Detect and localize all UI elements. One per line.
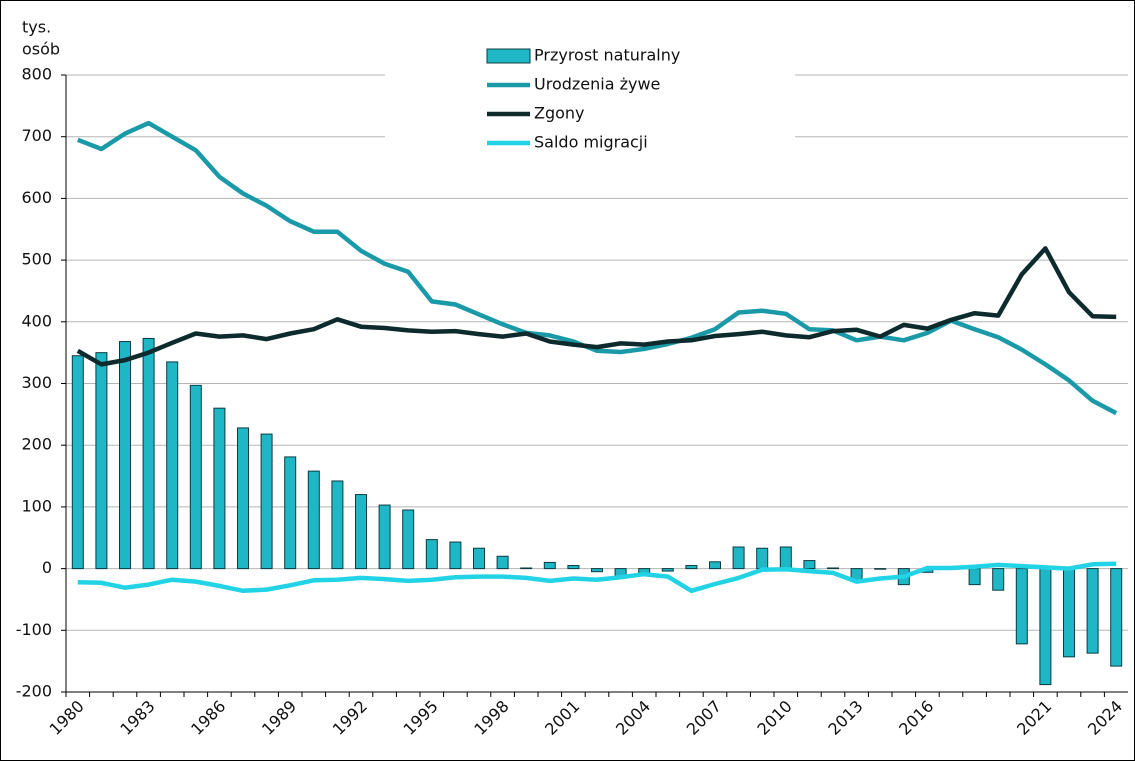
legend-swatch <box>486 48 531 64</box>
y-unit-label: osób <box>22 40 60 59</box>
line <box>77 561 1117 594</box>
bar <box>992 568 1005 591</box>
legend-label: Zgony <box>534 104 585 123</box>
bar <box>874 568 887 570</box>
bar <box>402 509 415 570</box>
bar <box>1039 568 1052 686</box>
bar <box>1063 568 1075 658</box>
y-tick-label: 800 <box>21 65 52 84</box>
bar <box>1086 568 1099 654</box>
bar <box>473 547 485 570</box>
bar <box>119 341 131 570</box>
bar <box>331 480 344 570</box>
line <box>76 246 1117 367</box>
bar <box>827 567 839 570</box>
y-tick-label: 600 <box>21 188 52 207</box>
bar <box>237 427 249 570</box>
legend-box <box>385 40 795 158</box>
bar <box>591 568 603 573</box>
bar <box>661 568 674 572</box>
bar <box>189 384 202 570</box>
y-tick-label: 0 <box>42 558 52 577</box>
bar <box>307 470 320 570</box>
bar <box>968 568 981 586</box>
bar <box>284 456 297 570</box>
bar <box>425 539 438 570</box>
bar <box>1015 568 1028 645</box>
legend-label: Saldo migracji <box>534 133 648 152</box>
legend-label: Przyrost naturalny <box>534 46 680 65</box>
bar <box>71 355 84 570</box>
bar <box>260 433 273 570</box>
bar <box>496 555 509 570</box>
y-tick-label: 700 <box>21 126 52 145</box>
bar <box>142 337 155 570</box>
y-unit-label: tys. <box>22 18 51 37</box>
bar <box>779 546 792 570</box>
legend-label: Urodzenia żywe <box>534 75 660 94</box>
y-tick-label: 500 <box>21 250 52 269</box>
bar <box>803 560 816 570</box>
y-tick-label: -100 <box>16 620 52 639</box>
bar <box>543 561 556 570</box>
bar <box>449 541 462 570</box>
bar <box>95 352 108 570</box>
y-tick-label: 200 <box>21 435 52 454</box>
bar <box>378 504 391 570</box>
bar <box>520 567 533 570</box>
y-tick-label: 100 <box>21 496 52 515</box>
bar <box>355 494 367 570</box>
bar <box>166 361 179 570</box>
bar <box>709 561 721 570</box>
y-tick-label: -200 <box>16 682 52 701</box>
bar <box>685 565 698 570</box>
bar <box>213 407 226 570</box>
bar <box>567 565 580 570</box>
bar <box>756 547 769 570</box>
y-tick-label: 300 <box>21 373 52 392</box>
y-tick-label: 400 <box>21 311 52 330</box>
bar <box>732 546 745 570</box>
bar <box>1110 568 1123 667</box>
